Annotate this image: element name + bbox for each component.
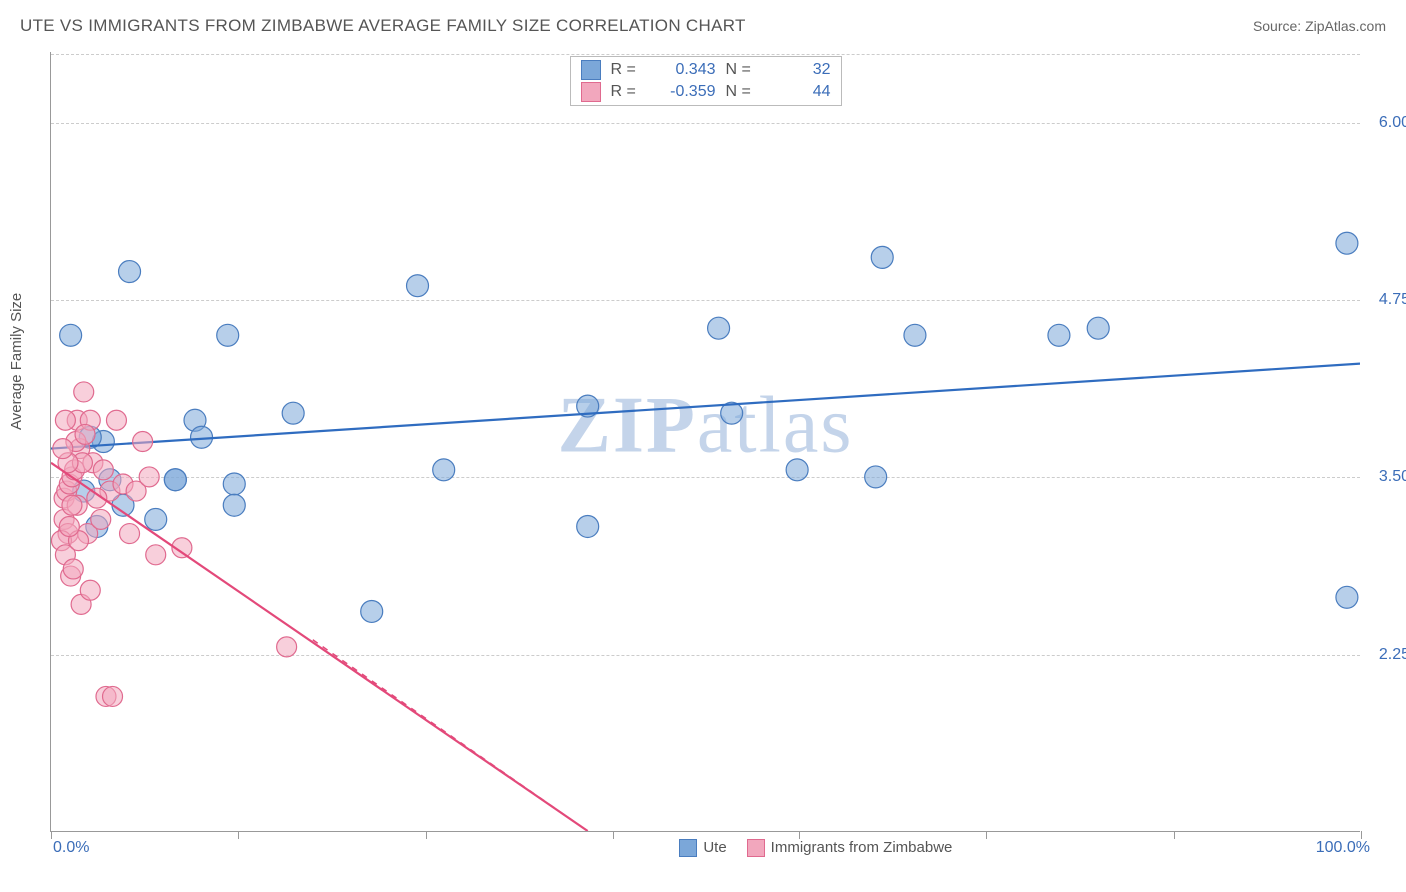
legend-swatch-ute [581,60,601,80]
data-point [577,515,599,537]
data-point [103,686,123,706]
data-point [223,473,245,495]
data-point [146,545,166,565]
y-tick-label: 3.50 [1365,468,1406,486]
data-point [62,495,82,515]
data-point [120,524,140,544]
legend-label-ute: Ute [703,839,726,856]
data-point [139,467,159,487]
data-point [59,516,79,536]
data-point [53,439,73,459]
data-point [708,317,730,339]
data-point [119,261,141,283]
r-value-ute: 0.343 [651,61,716,79]
data-point [223,494,245,516]
legend-row-zim: R = -0.359 N = 44 [581,81,831,103]
r-label-ute: R = [611,61,641,79]
x-axis-min-label: 0.0% [53,839,89,857]
data-point [74,382,94,402]
r-value-zim: -0.359 [651,83,716,101]
data-point [93,460,113,480]
n-value-zim: 44 [766,83,831,101]
data-point [277,637,297,657]
x-tick-mark [986,831,987,839]
legend-item-ute: Ute [679,839,726,857]
data-point [904,324,926,346]
y-tick-label: 2.25 [1365,646,1406,664]
plot-area: ZIPatlas R = 0.343 N = 32 R = -0.359 N =… [50,52,1360,832]
y-tick-label: 4.75 [1365,291,1406,309]
n-value-ute: 32 [766,61,831,79]
chart-header: UTE VS IMMIGRANTS FROM ZIMBABWE AVERAGE … [20,16,1386,36]
legend-label-zim: Immigrants from Zimbabwe [771,839,953,856]
data-point [786,459,808,481]
data-point [361,600,383,622]
data-point [1048,324,1070,346]
data-point [75,424,95,444]
data-point [407,275,429,297]
trend-line [51,463,588,831]
legend-row-ute: R = 0.343 N = 32 [581,59,831,81]
data-point [1336,232,1358,254]
data-point [1087,317,1109,339]
data-point [106,410,126,430]
r-label-zim: R = [611,83,641,101]
data-point [55,410,75,430]
data-point [91,509,111,529]
x-tick-mark [1174,831,1175,839]
correlation-legend: R = 0.343 N = 32 R = -0.359 N = 44 [570,56,842,106]
data-point [282,402,304,424]
data-point [133,432,153,452]
legend-item-zim: Immigrants from Zimbabwe [747,839,953,857]
data-point [217,324,239,346]
y-axis-label: Average Family Size [8,293,25,430]
n-label-zim: N = [726,83,756,101]
y-tick-label: 6.00 [1365,114,1406,132]
legend-swatch-icon [679,839,697,857]
data-point [865,466,887,488]
data-point [871,246,893,268]
scatter-svg [51,52,1360,831]
x-tick-mark [613,831,614,839]
source-attribution: Source: ZipAtlas.com [1253,18,1386,34]
data-point [433,459,455,481]
series-legend: Ute Immigrants from Zimbabwe [679,839,952,857]
chart-title: UTE VS IMMIGRANTS FROM ZIMBABWE AVERAGE … [20,16,746,36]
data-point [164,469,186,491]
x-tick-mark [238,831,239,839]
data-point [63,559,83,579]
x-tick-mark [1361,831,1362,839]
x-tick-mark [426,831,427,839]
data-point [80,580,100,600]
x-tick-mark [799,831,800,839]
x-axis-max-label: 100.0% [1316,839,1370,857]
x-tick-mark [51,831,52,839]
trend-line [51,364,1360,449]
n-label-ute: N = [726,61,756,79]
legend-swatch-icon [747,839,765,857]
data-point [145,508,167,530]
legend-swatch-zim [581,82,601,102]
data-point [1336,586,1358,608]
data-point [60,324,82,346]
